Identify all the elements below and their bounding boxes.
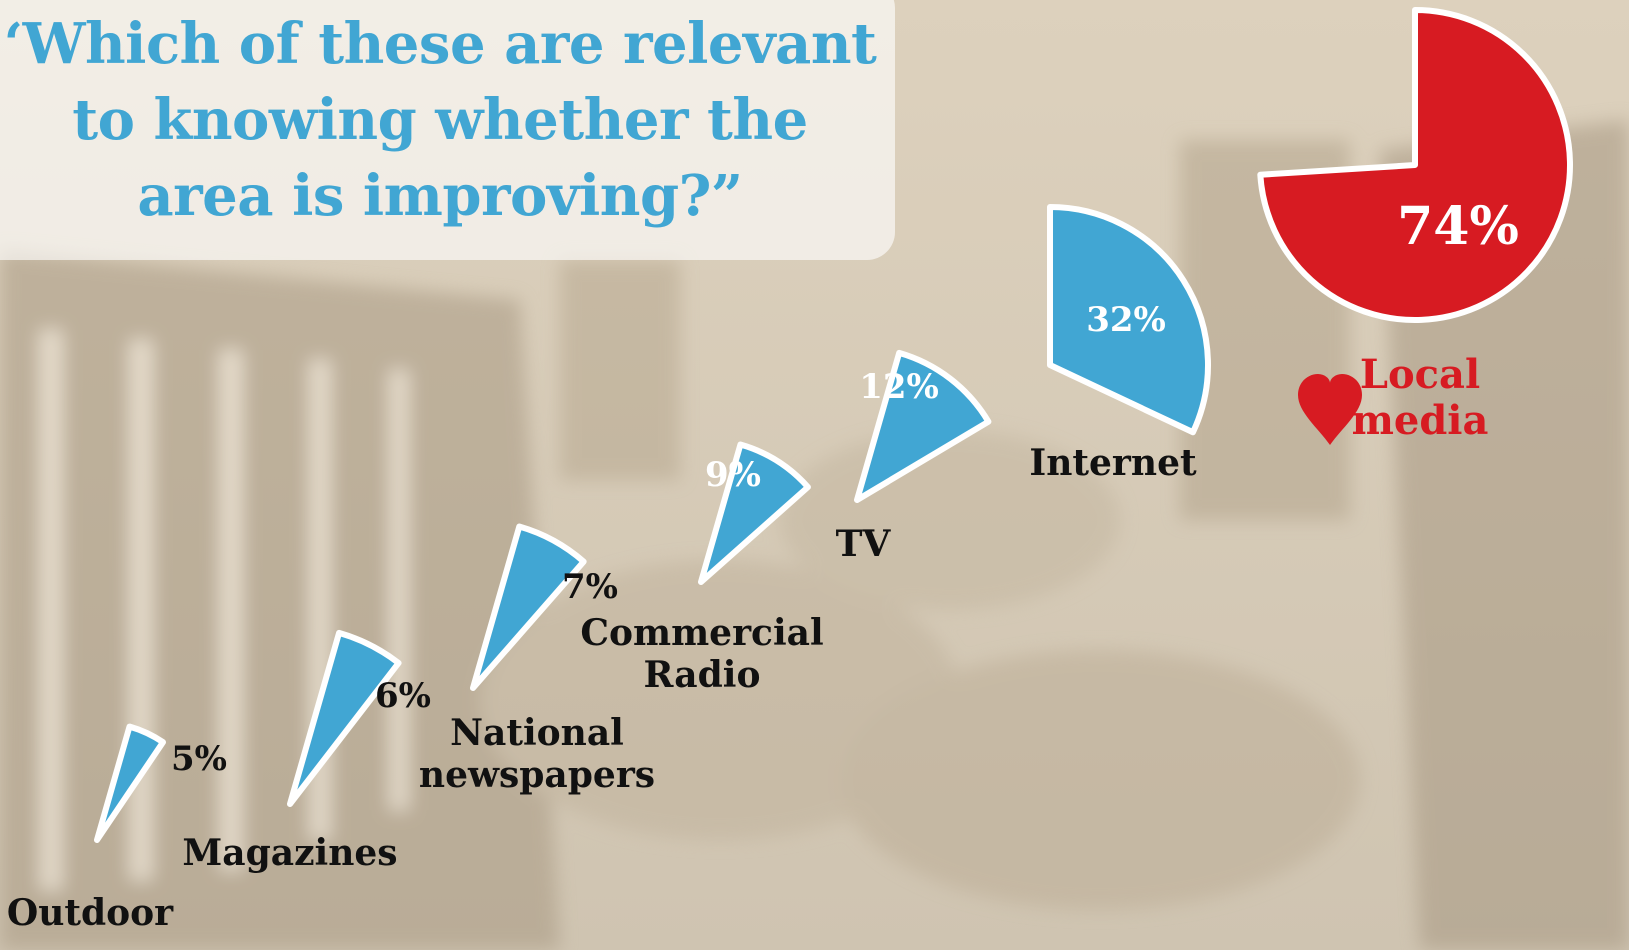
category-label-tv: TV	[836, 523, 892, 565]
slice-internet	[1047, 204, 1211, 436]
slice-tv	[854, 349, 992, 503]
value-label-local-media: 74%	[1397, 196, 1519, 257]
value-label-magazines: 6%	[375, 676, 431, 716]
category-label-commercial-radio-line-1: Commercial	[580, 612, 823, 654]
category-label-commercial-radio-line-2: Radio	[644, 654, 761, 696]
slice-magazines	[287, 629, 402, 807]
category-label-national-newspapers-line-2: newspapers	[419, 754, 655, 796]
title-panel	[0, 0, 895, 260]
value-label-internet: 32%	[1086, 300, 1166, 340]
category-label-local-media-line-1: Local	[1360, 351, 1480, 398]
value-label-tv: 12%	[859, 367, 939, 407]
value-label-national-newspapers: 7%	[562, 567, 618, 607]
slice-commercial-radio	[698, 441, 811, 585]
category-label-outdoor: Outdoor	[7, 892, 174, 934]
slice-local-media	[1257, 7, 1573, 323]
category-label-national-newspapers-line-1: National	[450, 712, 624, 754]
value-label-outdoor: 5%	[171, 739, 227, 779]
slice-national-newspapers	[470, 523, 587, 691]
category-label-local-media-line-2: media	[1352, 397, 1489, 444]
value-label-commercial-radio: 9%	[705, 455, 761, 495]
category-label-magazines: Magazines	[182, 832, 397, 874]
category-label-internet: Internet	[1029, 442, 1197, 484]
heart-icon	[1298, 374, 1362, 445]
slice-outdoor	[94, 723, 166, 843]
chart-title: ‘Which of these are relevant to knowing …	[3, 11, 877, 229]
